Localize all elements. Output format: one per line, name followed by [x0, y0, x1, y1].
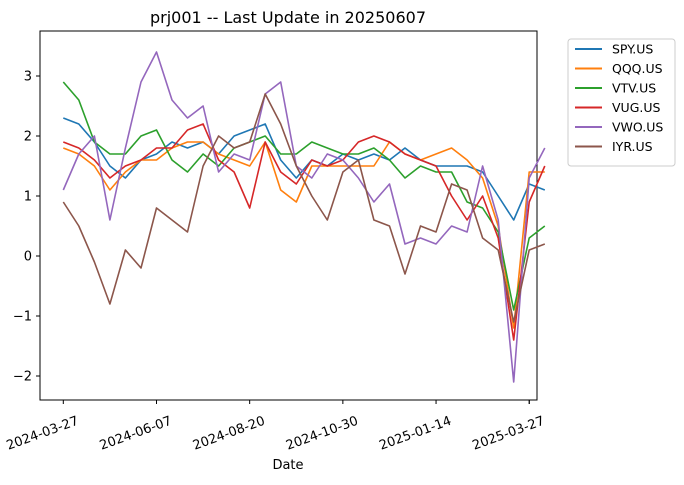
y-tick-label: 3 [24, 70, 32, 85]
y-tick-label: −2 [13, 370, 32, 385]
x-axis: 2024-03-27 2024-06-07 2024-08-20 2024-10-30… [5, 400, 547, 454]
series-line-iyr-us [62, 93, 546, 323]
legend-label: VTV.US [612, 81, 656, 96]
y-tick-label: 2 [24, 130, 32, 145]
series-line-vwo-us [62, 51, 546, 383]
legend-label: VWO.US [612, 120, 663, 135]
plot-area [39, 30, 538, 401]
legend-label: IYR.US [612, 139, 653, 154]
series-layer [62, 51, 546, 383]
x-tick-label: 2024-03-27 [5, 414, 81, 454]
legend-label: SPY.US [612, 42, 653, 57]
legend-label: VUG.US [612, 100, 661, 115]
series-line-qqq-us [63, 141, 545, 329]
y-tick-label: 1 [24, 190, 32, 205]
x-tick-label: 2024-10-30 [284, 414, 360, 454]
legend-label: QQQ.US [612, 61, 663, 76]
y-tick-label: 0 [24, 250, 32, 265]
y-tick-label: −1 [13, 310, 32, 325]
legend: SPY.US QQQ.US VTV.US VUG.US VWO.US IYR.US [567, 38, 676, 167]
x-tick-label: 2025-03-27 [471, 414, 547, 454]
legend-frame [567, 38, 676, 167]
x-tick-label: 2024-06-07 [98, 414, 174, 454]
x-tick-label: 2025-01-14 [377, 414, 453, 454]
chart-title: prj001 -- Last Update in 20250607 [150, 8, 426, 27]
x-axis-label: Date [272, 458, 303, 473]
y-axis: 3 2 1 0 −1 −2 [13, 70, 40, 385]
series-line-vtv-us [62, 81, 546, 311]
x-tick-label: 2024-08-20 [191, 414, 267, 454]
